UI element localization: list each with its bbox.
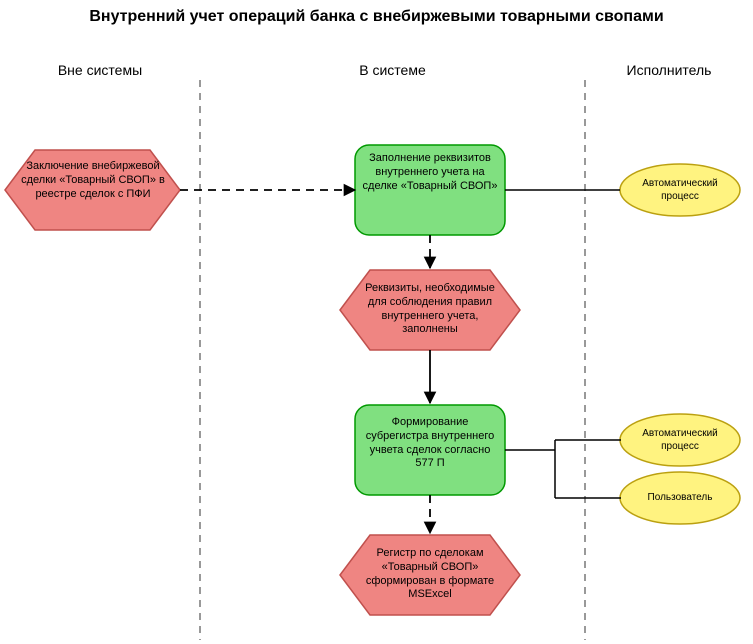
node-requisites-filled-label: Реквизиты, необходимые для соблюдения пр…	[355, 282, 505, 337]
diagram-title: Внутренний учет операций банка с внебирж…	[0, 8, 753, 26]
node-fill-requisites-label: Заполнение реквизитов внутреннего учета …	[360, 152, 500, 193]
lane-label-executor: Исполнитель	[585, 62, 753, 78]
node-form-subregister-label: Формирование субрегистра внутреннего учв…	[360, 416, 500, 471]
lane-label-outside: Вне системы	[0, 62, 200, 78]
actor-auto-1-label: Автоматический процесс	[630, 178, 730, 203]
node-conclude-deal-label: Заключение внебиржевой сделки «Товарный …	[18, 160, 168, 201]
actor-user-label: Пользователь	[630, 492, 730, 505]
actor-auto-2-label: Автоматический процесс	[630, 428, 730, 453]
lane-label-inside: В системе	[200, 62, 585, 78]
node-register-formed-label: Регистр по сделокам «Товарный СВОП» сфор…	[355, 547, 505, 602]
